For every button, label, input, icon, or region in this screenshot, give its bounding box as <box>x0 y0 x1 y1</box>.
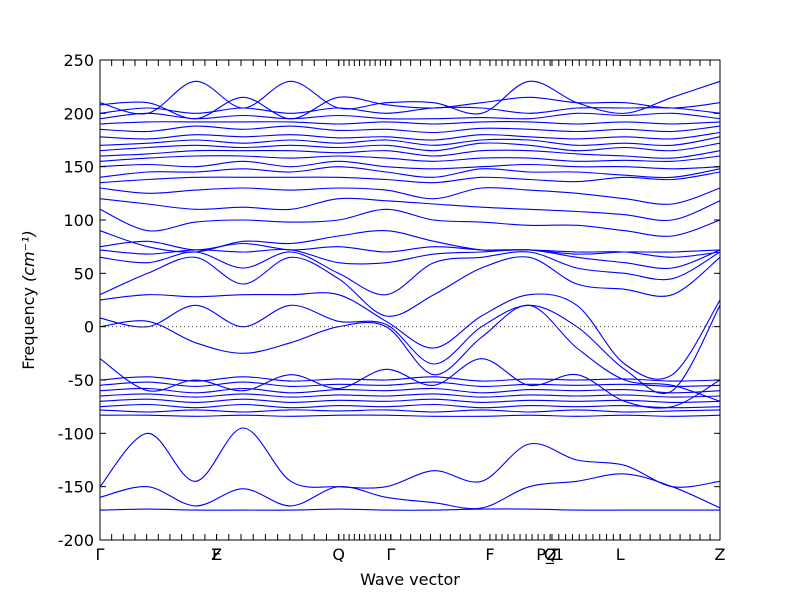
phonon-band-24 <box>100 172 720 183</box>
phonon-band-5 <box>100 410 720 412</box>
x-tick-label: Q <box>332 545 345 564</box>
phonon-band-2 <box>100 474 720 509</box>
phonon-band-4 <box>100 415 720 416</box>
y-tick-label: 250 <box>63 51 94 70</box>
x-axis-ticks: Γ FZ Q Γ F P_1QZ L Z <box>96 60 726 565</box>
phonon-band-32 <box>100 126 720 132</box>
phonon-band-33 <box>100 122 720 124</box>
phonon-band-30 <box>100 137 720 146</box>
y-axis-title-text: Frequency <box>19 287 38 370</box>
x-tick-label: Z <box>715 545 726 564</box>
phonon-band-6 <box>100 404 720 407</box>
phonon-band-31 <box>100 133 720 141</box>
phonon-band-34 <box>100 113 720 119</box>
y-tick-label: 100 <box>63 211 94 230</box>
y-tick-label: -100 <box>58 424 94 443</box>
y-axis-unit: (cm⁻¹) <box>19 230 38 282</box>
y-tick-label: -50 <box>68 371 94 390</box>
phonon-band-10 <box>100 382 720 386</box>
phonon-band-9 <box>100 388 720 392</box>
y-axis-title: Frequency (cm⁻¹) <box>19 230 38 369</box>
y-tick-label: -200 <box>58 531 94 550</box>
phonon-band-26 <box>100 161 720 169</box>
phonon-band-29 <box>100 143 720 151</box>
phonon-band-22 <box>100 198 720 220</box>
phonon-band-37 <box>100 81 720 114</box>
x-tick-label: L <box>616 545 625 564</box>
x-tick-label: Z <box>211 545 222 564</box>
x-axis-title: Wave vector <box>360 570 460 589</box>
y-tick-label: 50 <box>74 264 94 283</box>
phonon-band-35 <box>100 107 720 113</box>
plot-frame <box>100 60 720 540</box>
phonon-band-8 <box>100 394 720 397</box>
phonon-band-20 <box>100 231 720 258</box>
y-tick-label: 200 <box>63 104 94 123</box>
phonon-band-16 <box>100 257 720 317</box>
phonon-band-21 <box>100 209 720 236</box>
phonon-band-1 <box>100 509 720 510</box>
y-tick-label: 0 <box>84 318 94 337</box>
y-tick-label: -150 <box>58 478 94 497</box>
y-tick-label: 150 <box>63 158 94 177</box>
x-tick-label: Γ <box>96 545 105 564</box>
x-tick-label: Γ <box>386 545 395 564</box>
phonon-band-28 <box>100 150 720 158</box>
phonon-bands <box>100 81 720 510</box>
x-tick-label: F <box>485 545 494 564</box>
x-tick-label: Z <box>546 545 557 564</box>
phonon-band-3 <box>100 428 720 488</box>
y-axis-ticks: -200 -150 -100 -50 0 50 100 150 200 250 <box>58 51 720 550</box>
